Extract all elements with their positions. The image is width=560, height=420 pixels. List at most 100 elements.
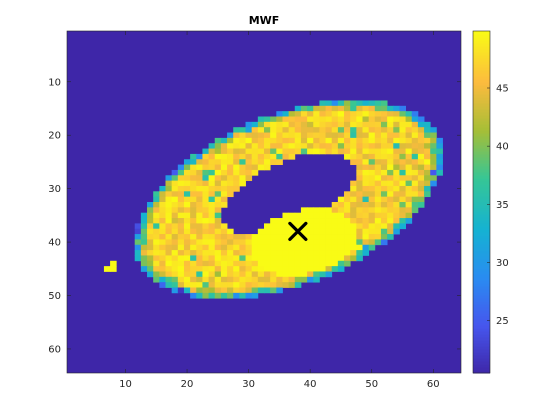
heatmap-cell — [282, 250, 290, 256]
heatmap-cell — [405, 127, 413, 133]
heatmap-cell — [270, 282, 277, 288]
heatmap-cell — [337, 105, 345, 112]
heatmap-cell — [288, 255, 296, 262]
heatmap-cell — [424, 169, 431, 176]
heatmap-cell — [294, 223, 302, 230]
heatmap-cell — [245, 266, 253, 272]
heatmap-cell — [282, 116, 290, 123]
heatmap-cell — [405, 111, 413, 117]
heatmap-cell — [300, 137, 308, 144]
heatmap-cell — [374, 212, 382, 219]
heatmap-cell — [424, 164, 431, 171]
heatmap-cell — [356, 207, 363, 214]
heatmap-cell — [405, 116, 413, 123]
heatmap-cell — [257, 250, 265, 256]
colorbar-segment — [473, 235, 490, 239]
heatmap-cell — [227, 180, 234, 187]
heatmap-cell — [257, 159, 265, 165]
heatmap-cell — [282, 111, 290, 117]
heatmap-cell — [177, 255, 185, 262]
heatmap-cell — [362, 239, 370, 246]
heatmap-cell — [159, 239, 166, 246]
heatmap-cell — [430, 175, 437, 182]
heatmap-cell — [202, 239, 209, 246]
heatmap-cell — [411, 111, 419, 117]
heatmap-cell — [325, 266, 333, 272]
heatmap-cell — [196, 276, 203, 283]
heatmap-cell — [319, 212, 326, 219]
heatmap-cell — [183, 212, 191, 219]
heatmap-cell — [220, 276, 228, 283]
heatmap-cell — [356, 191, 363, 198]
heatmap-cell — [313, 218, 320, 224]
heatmap-cell — [147, 244, 154, 251]
heatmap-cell — [196, 228, 203, 235]
heatmap-cell — [350, 228, 357, 235]
heatmap-cell — [208, 218, 216, 224]
heatmap-cell — [208, 148, 216, 155]
heatmap-cell — [227, 191, 234, 198]
heatmap-cell — [313, 121, 320, 128]
colorbar-segment — [473, 163, 490, 167]
heatmap-cell — [264, 271, 271, 278]
heatmap-cell — [202, 185, 209, 192]
heatmap-cell — [208, 196, 216, 203]
heatmap-cell — [165, 180, 173, 187]
heatmap-cell — [331, 137, 339, 144]
heatmap-cell — [196, 239, 203, 246]
heatmap-cell — [202, 202, 209, 208]
heatmap-cell — [245, 132, 253, 139]
colorbar-segment — [473, 337, 490, 341]
heatmap-cell — [190, 276, 197, 283]
heatmap-cell — [337, 228, 345, 235]
heatmap-cell — [177, 266, 185, 272]
heatmap-cell — [362, 191, 370, 198]
heatmap-cell — [264, 239, 271, 246]
heatmap-cell — [300, 250, 308, 256]
heatmap-cell — [294, 127, 302, 133]
heatmap-cell — [380, 143, 388, 149]
heatmap-cell — [196, 266, 203, 272]
heatmap-cell — [208, 223, 216, 230]
heatmap-cell — [202, 164, 209, 171]
heatmap-cell — [220, 185, 228, 192]
heatmap-cell — [362, 223, 370, 230]
heatmap-cell — [331, 255, 339, 262]
heatmap-cell — [183, 180, 191, 187]
heatmap-cell — [239, 292, 246, 299]
heatmap-cell — [387, 121, 394, 128]
heatmap-cell — [177, 212, 185, 219]
heatmap-cell — [368, 185, 376, 192]
heatmap-cell — [183, 218, 191, 224]
heatmap-cell — [208, 143, 216, 149]
heatmap-cell — [202, 153, 209, 160]
heatmap-cell — [233, 132, 240, 139]
heatmap-cell — [196, 234, 203, 240]
heatmap-cell — [380, 239, 388, 246]
heatmap-cell — [362, 148, 370, 155]
heatmap-cell — [331, 207, 339, 214]
heatmap-cell — [313, 271, 320, 278]
heatmap-cell — [264, 228, 271, 235]
heatmap-cell — [380, 164, 388, 171]
heatmap-cell — [159, 282, 166, 288]
heatmap-cell — [153, 276, 160, 283]
colorbar-segment — [473, 175, 490, 179]
heatmap-cell — [417, 127, 425, 133]
heatmap-cell — [251, 239, 259, 246]
colorbar-segment — [473, 181, 490, 185]
heatmap-cell — [399, 196, 406, 203]
heatmap-cell — [245, 287, 253, 294]
heatmap-cell — [264, 132, 271, 139]
heatmap-cell — [362, 169, 370, 176]
heatmap-cell — [264, 260, 271, 267]
heatmap-cell — [190, 212, 197, 219]
heatmap-cell — [294, 260, 302, 267]
heatmap-cell — [344, 153, 351, 160]
heatmap-cell — [399, 212, 406, 219]
colorbar-segment — [473, 139, 490, 143]
colorbar-frame — [472, 30, 491, 374]
heatmap-cell — [356, 180, 363, 187]
heatmap-cell — [208, 228, 216, 235]
y-tick-label: 10 — [48, 77, 61, 88]
